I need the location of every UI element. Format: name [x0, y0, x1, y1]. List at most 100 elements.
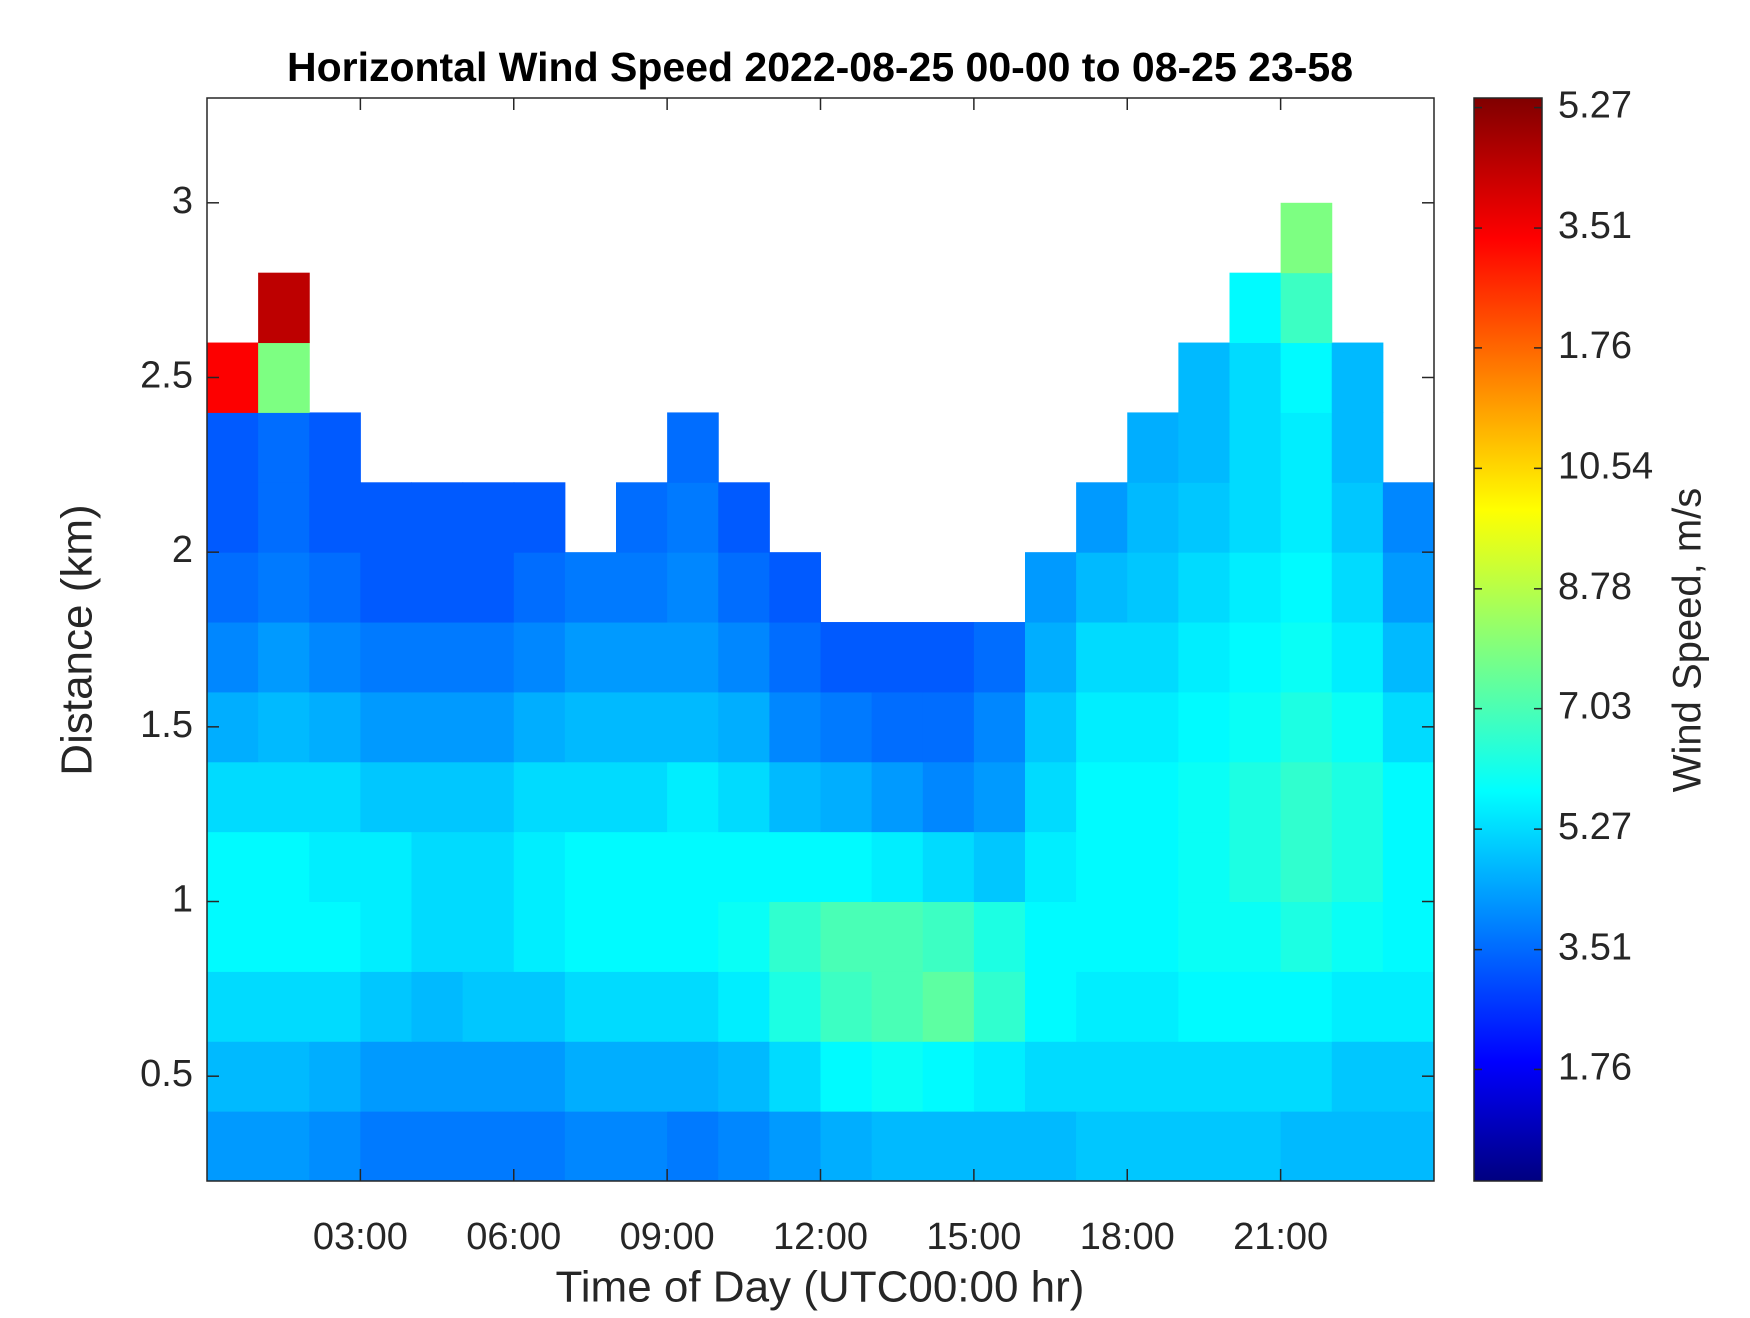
y-axis-label: Distance (km) [53, 504, 102, 775]
heatmap-cell [258, 761, 310, 833]
heatmap-cell [258, 1111, 310, 1182]
heatmap-cell [207, 412, 259, 483]
colorbar-tick-label: 10.54 [1558, 445, 1653, 487]
heatmap-cell [1178, 761, 1230, 833]
heatmap-cell [1331, 761, 1384, 833]
heatmap-cell [1229, 1111, 1282, 1182]
heatmap-cell [462, 761, 515, 833]
heatmap-cell [616, 552, 668, 623]
heatmap-cell [922, 1111, 975, 1182]
heatmap-cell [1076, 1041, 1128, 1112]
heatmap-cell [513, 901, 566, 972]
heatmap-cell [1178, 691, 1230, 763]
heatmap-cell [564, 691, 617, 763]
heatmap-cell [309, 691, 361, 763]
heatmap-cell [1229, 482, 1282, 553]
heatmap-cell [820, 831, 873, 903]
heatmap-cell [718, 622, 770, 693]
heatmap-cell [411, 691, 464, 763]
heatmap-cell [1127, 482, 1179, 553]
heatmap-cell [1229, 552, 1282, 623]
heatmap-cell [718, 1111, 770, 1182]
heatmap-cell [1178, 412, 1230, 483]
heatmap-cell [411, 1041, 464, 1112]
heatmap-cell [718, 761, 770, 833]
x-tick-label: 09:00 [620, 1216, 715, 1258]
heatmap-cell [820, 761, 873, 833]
colorbar-tick-label: 3.51 [1558, 205, 1632, 247]
heatmap-cell [360, 552, 412, 623]
heatmap-cell [922, 1041, 975, 1112]
heatmap-cell [1331, 1041, 1384, 1112]
heatmap-cell [1178, 1111, 1230, 1182]
heatmap-cell [616, 761, 668, 833]
heatmap-cell [462, 1111, 515, 1182]
y-tick-label: 2.5 [140, 355, 193, 397]
heatmap-cell [871, 691, 924, 763]
heatmap-cell [513, 691, 566, 763]
heatmap-cell [309, 901, 361, 972]
heatmap-cell [1229, 1041, 1282, 1112]
heatmap-cell [718, 831, 770, 903]
heatmap-cell [820, 1041, 873, 1112]
heatmap-cell [462, 971, 515, 1042]
heatmap-cell [871, 622, 924, 693]
heatmap-cell [1178, 971, 1230, 1042]
heatmap-cell [207, 831, 259, 903]
x-tick-label: 03:00 [313, 1216, 408, 1258]
heatmap-cell [360, 971, 412, 1042]
heatmap-cell [667, 971, 719, 1042]
heatmap-cell [258, 342, 310, 413]
heatmap-cell [207, 761, 259, 833]
heatmap-cell [718, 691, 770, 763]
colorbar-tick-label: 7.03 [1558, 686, 1632, 728]
heatmap-cell [207, 482, 259, 553]
heatmap-cell [1280, 482, 1333, 553]
heatmap-cell [616, 622, 668, 693]
heatmap-cell [462, 482, 515, 553]
y-tick-label: 1.5 [140, 704, 193, 746]
heatmap-cell [1025, 761, 1077, 833]
colorbar-tick-label: 5.27 [1558, 85, 1632, 127]
heatmap-cell [973, 691, 1026, 763]
heatmap-cell [360, 691, 412, 763]
heatmap-cell [1229, 342, 1282, 413]
heatmap-cell [1127, 761, 1179, 833]
heatmap-cell [1331, 412, 1384, 483]
heatmap-cell [207, 901, 259, 972]
heatmap-cell [973, 971, 1026, 1042]
heatmap-cell [616, 971, 668, 1042]
heatmap-cell [667, 552, 719, 623]
heatmap-cell [360, 761, 412, 833]
heatmap-cell [1076, 622, 1128, 693]
heatmap-cell [564, 1111, 617, 1182]
heatmap-cell [1127, 1111, 1179, 1182]
heatmap-cell [1127, 831, 1179, 903]
heatmap-cell [309, 622, 361, 693]
heatmap-cell [258, 482, 310, 553]
heatmap-cell [1382, 831, 1435, 903]
heatmap-cell [1076, 901, 1128, 972]
heatmap-cell [871, 1111, 924, 1182]
x-tick-label: 06:00 [466, 1216, 561, 1258]
heatmap-cell [1025, 1041, 1077, 1112]
heatmap-cell [1025, 901, 1077, 972]
heatmap-cell [718, 971, 770, 1042]
heatmap-cell [258, 552, 310, 623]
heatmap-cell [1178, 552, 1230, 623]
heatmap-cell [973, 1111, 1026, 1182]
y-tick-label: 3 [172, 180, 193, 222]
heatmap-cell [462, 1041, 515, 1112]
heatmap-cell [1178, 622, 1230, 693]
heatmap-cell [1076, 761, 1128, 833]
heatmap-cell [1127, 622, 1179, 693]
heatmap-cell [820, 901, 873, 972]
heatmap-cell [922, 971, 975, 1042]
heatmap-cell [411, 761, 464, 833]
heatmap-cell [411, 901, 464, 972]
heatmap-cell [922, 901, 975, 972]
heatmap-cell [1331, 482, 1384, 553]
heatmap-cell [871, 901, 924, 972]
heatmap-cell [462, 552, 515, 623]
